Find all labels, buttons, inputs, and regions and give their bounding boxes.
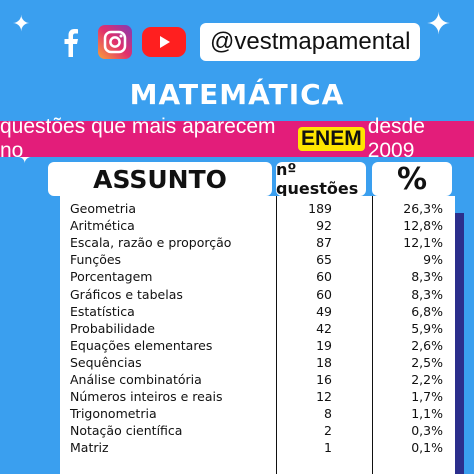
- row-count: 12: [316, 389, 332, 405]
- row-percent: 0,3%: [411, 423, 443, 439]
- sparkle-icon: ✦: [426, 7, 452, 42]
- row-subject: Aritmética: [70, 218, 135, 234]
- row-subject: Notação científica: [70, 423, 183, 439]
- social-bar: @vestmapamental: [54, 23, 421, 61]
- row-count: 60: [316, 269, 332, 285]
- row-percent: 2,5%: [411, 354, 443, 370]
- table-row: Trigonometria 8 1,1%: [60, 405, 455, 422]
- row-count: 16: [316, 372, 332, 387]
- table-row: Aritmética 92 12,8%: [60, 217, 455, 234]
- table-row: Escala, razão e proporção 87 12,1%: [60, 234, 455, 251]
- row-count: 8: [324, 406, 332, 422]
- row-percent: 26,3%: [403, 201, 443, 216]
- row-subject: Matriz: [70, 440, 109, 456]
- row-percent: 1,7%: [411, 389, 443, 405]
- column-divider: [276, 196, 277, 474]
- row-count: 1: [324, 440, 332, 456]
- banner-text-before: questões que mais aparecem no: [0, 115, 276, 162]
- header-count: nº questões: [276, 160, 366, 198]
- row-percent: 6,8%: [411, 303, 443, 319]
- table-row: Análise combinatória 16 2,2%: [60, 371, 455, 388]
- page-title: MATEMÁTICA: [129, 78, 345, 111]
- row-percent: 8,3%: [411, 286, 443, 302]
- row-count: 60: [316, 286, 332, 302]
- row-subject: Números inteiros e reais: [70, 389, 223, 405]
- row-subject: Equações elementares: [70, 337, 213, 353]
- row-count: 87: [316, 235, 332, 251]
- facebook-icon[interactable]: [54, 25, 88, 59]
- row-subject: Probabilidade: [70, 320, 155, 336]
- youtube-icon[interactable]: [142, 27, 186, 57]
- instagram-icon[interactable]: [98, 25, 132, 59]
- banner-text-after: desde 2009: [367, 115, 425, 162]
- row-count: 18: [316, 354, 332, 370]
- row-subject: Trigonometria: [70, 406, 157, 422]
- table-row: Sequências 18 2,5%: [60, 354, 455, 371]
- banner-highlight: ENEM: [298, 127, 365, 151]
- header-subject: ASSUNTO: [48, 162, 272, 196]
- table-row: Notação científica 2 0,3%: [60, 422, 455, 439]
- row-subject: Sequências: [70, 354, 142, 370]
- row-count: 2: [324, 423, 332, 439]
- row-subject: Análise combinatória: [70, 372, 202, 387]
- header-percent: %: [372, 162, 452, 197]
- row-count: 92: [316, 218, 332, 234]
- row-percent: 12,8%: [403, 218, 443, 234]
- row-subject: Geometria: [70, 201, 137, 216]
- table-row: Gráficos e tabelas 60 8,3%: [60, 286, 455, 303]
- sparkle-icon: ✦: [12, 12, 31, 37]
- row-subject: Porcentagem: [70, 269, 153, 285]
- row-subject: Funções: [70, 252, 122, 268]
- data-table: Geometria 189 26,3% Aritmética 92 12,8% Escala…: [60, 196, 455, 474]
- social-handle: @vestmapamental: [200, 23, 421, 61]
- row-subject: Gráficos e tabelas: [70, 286, 183, 302]
- table-row: Probabilidade 42 5,9%: [60, 320, 455, 337]
- table-row: Funções 65 9%: [60, 251, 455, 268]
- row-percent: 9%: [423, 252, 443, 268]
- table-row: Estatística 49 6,8%: [60, 303, 455, 320]
- column-divider: [372, 196, 373, 474]
- row-percent: 0,1%: [411, 440, 443, 456]
- row-percent: 5,9%: [411, 320, 443, 336]
- subtitle-banner: questões que mais aparecem no ENEM desde…: [0, 115, 474, 162]
- row-percent: 2,2%: [411, 372, 443, 387]
- row-count: 65: [316, 252, 332, 268]
- row-percent: 1,1%: [411, 406, 443, 422]
- table-row: Números inteiros e reais 12 1,7%: [60, 388, 455, 405]
- row-count: 189: [308, 201, 332, 216]
- table-row: Geometria 189 26,3%: [60, 200, 455, 217]
- row-percent: 2,6%: [411, 337, 443, 353]
- row-subject: Estatística: [70, 303, 135, 319]
- row-percent: 8,3%: [411, 269, 443, 285]
- table-row: Equações elementares 19 2,6%: [60, 337, 455, 354]
- row-subject: Escala, razão e proporção: [70, 235, 232, 251]
- table-row: Matriz 1 0,1%: [60, 439, 455, 456]
- row-count: 42: [316, 320, 332, 336]
- table-row: Porcentagem 60 8,3%: [60, 268, 455, 285]
- row-percent: 12,1%: [403, 235, 443, 251]
- row-count: 19: [316, 337, 332, 353]
- row-count: 49: [316, 303, 332, 319]
